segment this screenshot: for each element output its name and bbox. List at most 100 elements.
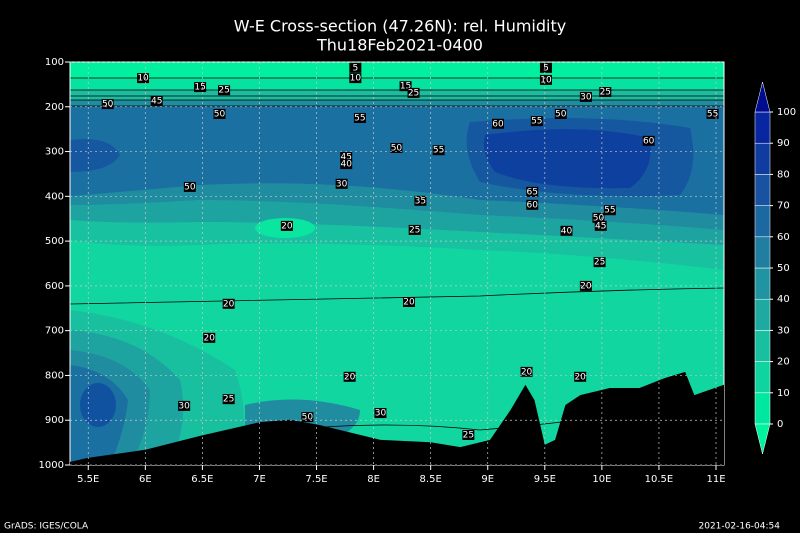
contour-label-box — [183, 181, 196, 192]
contour-label: 30 — [580, 92, 592, 102]
x-tick-label: 5.5E — [77, 474, 99, 485]
contour-label-box — [603, 205, 616, 216]
y-tick-label: 700 — [45, 326, 64, 337]
contour-label-box — [402, 297, 415, 308]
contour-label-box — [335, 178, 348, 189]
contour-label-box — [349, 73, 362, 84]
colorbar-tick-label: 100 — [777, 107, 796, 118]
contour-label: 55 — [604, 206, 615, 216]
contour-label: 20 — [521, 367, 533, 377]
contour-label-box — [280, 220, 293, 231]
colorbar-segment — [754, 392, 771, 425]
colorbar-tick-label: 90 — [777, 138, 790, 149]
contour-label: 50 — [302, 413, 314, 423]
contour-label-box — [340, 159, 353, 170]
contour-line — [70, 77, 724, 107]
contour-label: 30 — [375, 409, 387, 419]
contour-label-box — [526, 199, 539, 210]
colorbar-segment — [754, 361, 771, 394]
grid — [65, 61, 724, 470]
contour-label-box — [594, 220, 607, 231]
contour-label-box — [432, 145, 445, 156]
contour-label: 25 — [594, 258, 605, 268]
contour-label-box — [592, 212, 605, 223]
x-tick-label: 11E — [706, 474, 725, 485]
contour-label-box — [574, 371, 587, 382]
contour-label-box — [343, 371, 356, 382]
x-tick-label: 8.5E — [420, 474, 442, 485]
contour-label-box — [340, 151, 353, 162]
terrain — [70, 371, 724, 465]
x-tick-label: 8E — [367, 474, 380, 485]
contour-label: 45 — [595, 221, 606, 231]
colorbar-segment — [754, 111, 771, 144]
contour-label: 55 — [433, 146, 444, 156]
contour-label: 20 — [574, 372, 586, 382]
contour-label-box — [349, 62, 362, 73]
x-tick-label: 6E — [139, 474, 152, 485]
field-band — [70, 90, 724, 100]
contour-label: 45 — [151, 96, 162, 106]
contour-label: 50 — [391, 143, 403, 153]
colorbar-tick-label: 40 — [777, 294, 790, 305]
y-tick-label: 100 — [45, 57, 64, 68]
field-patch — [80, 383, 116, 427]
contour-label: 25 — [600, 88, 611, 98]
colorbar-over — [754, 81, 771, 113]
contour-label-box — [599, 87, 612, 98]
y-tick-label: 300 — [45, 147, 64, 158]
contour-label: 60 — [527, 200, 539, 210]
contour-label: 10 — [137, 74, 149, 84]
field-patch — [70, 139, 120, 172]
contour-label-box — [462, 429, 475, 440]
contour-label-box — [593, 257, 606, 268]
y-tick-label: 200 — [45, 102, 64, 113]
contour-label: 20 — [281, 221, 293, 231]
contour-label: 25 — [408, 88, 419, 98]
contour-label-box — [222, 394, 235, 405]
contour-line — [70, 287, 724, 305]
contour-label-box — [137, 73, 150, 84]
contour-label-box — [414, 195, 427, 206]
x-tick-label: 6.5E — [191, 474, 213, 485]
y-tick-label: 400 — [45, 191, 64, 202]
contour-label-box — [374, 408, 387, 419]
x-tick-label: 9.5E — [534, 474, 556, 485]
contour-label: 30 — [178, 401, 190, 411]
contour-label-box — [101, 99, 114, 110]
contour-label-box — [539, 74, 552, 85]
colorbar-segment — [754, 236, 771, 269]
contour-label-box — [194, 82, 207, 93]
contour-label-box — [526, 186, 539, 197]
contour-label: 40 — [340, 160, 352, 170]
colorbar-tick-label: 20 — [777, 357, 790, 368]
contour-label: 20 — [344, 372, 356, 382]
contour-label: 30 — [336, 179, 348, 189]
contour-label-box — [222, 298, 235, 309]
footer-left: GrADS: IGES/COLA — [4, 522, 89, 532]
contour-label: 10 — [350, 74, 362, 84]
x-tick-label: 9E — [481, 474, 494, 485]
field-band — [70, 62, 724, 78]
contour-label: 65 — [527, 187, 538, 197]
contour-label: 5 — [543, 63, 549, 73]
colorbar-tick-label: 0 — [777, 419, 783, 430]
contour-label-box — [560, 225, 573, 236]
contour-label: 50 — [593, 213, 605, 223]
colorbar-tick-label: 60 — [777, 232, 790, 243]
contour-label-box — [407, 87, 420, 98]
contour-label: 25 — [218, 86, 229, 96]
contour-label: 25 — [223, 395, 234, 405]
contour-label: 20 — [403, 298, 415, 308]
contour-label-box — [301, 412, 314, 423]
contour-label-box — [520, 366, 533, 377]
x-tick-label: 7E — [253, 474, 266, 485]
contour-label-box — [706, 108, 719, 119]
x-tick-label: 10E — [592, 474, 611, 485]
colorbar-segment — [754, 267, 771, 300]
colorbar-under — [754, 423, 771, 455]
contour-label: 5 — [352, 63, 358, 73]
colorbar-segment — [754, 205, 771, 238]
